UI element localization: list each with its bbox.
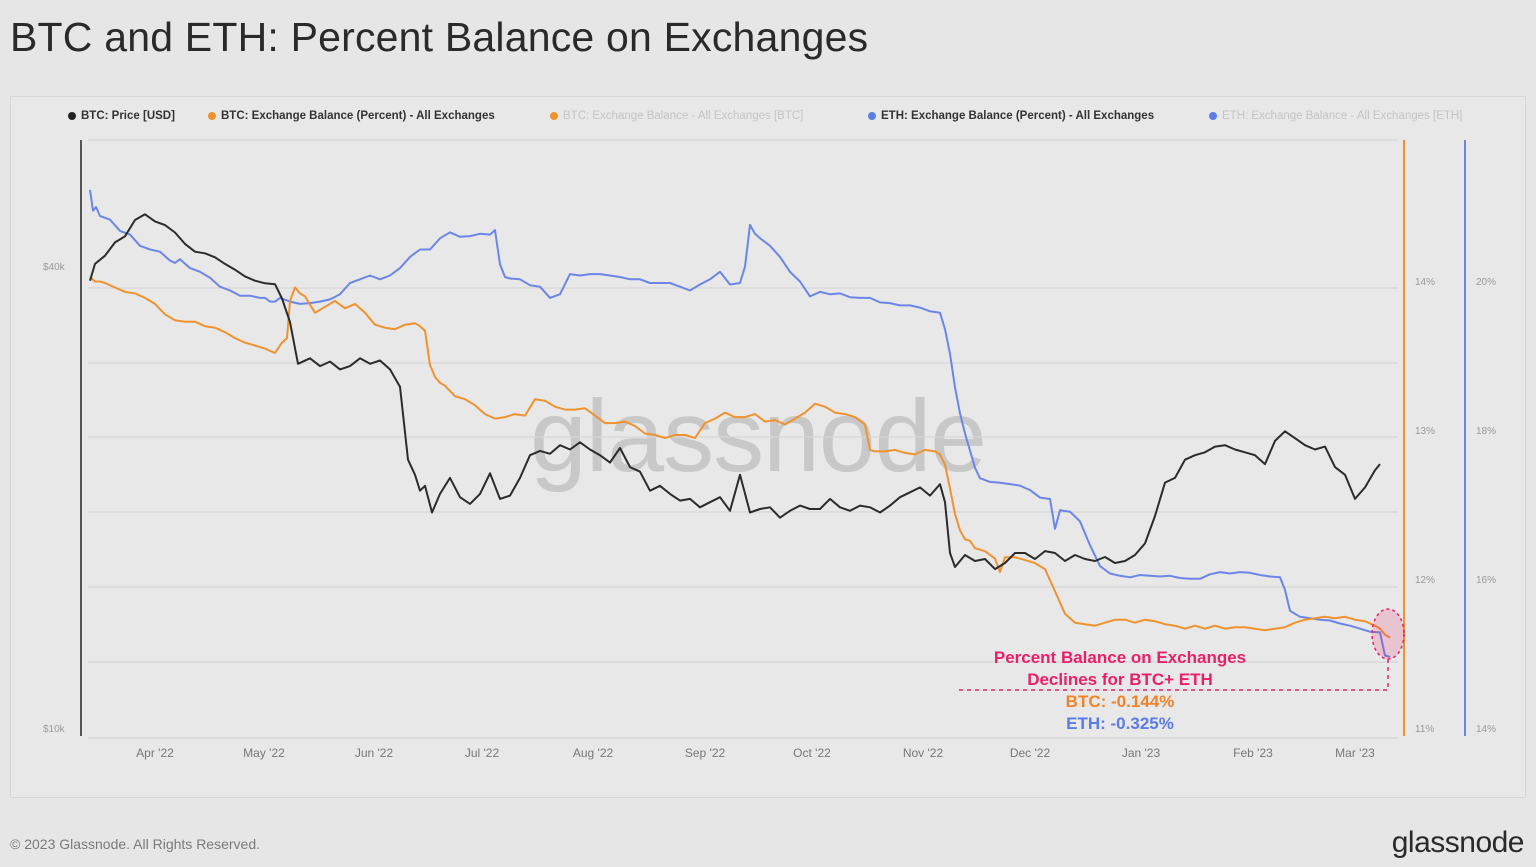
legend-label: BTC: Exchange Balance (Percent) - All Ex… — [221, 110, 495, 122]
legend-label: ETH: Exchange Balance - All Exchanges [E… — [1222, 110, 1463, 122]
legend-item-btc-balance-percent[interactable]: BTC: Exchange Balance (Percent) - All Ex… — [208, 110, 495, 122]
btc-balance-line — [89, 276, 1391, 639]
x-tick: Apr '22 — [136, 746, 174, 760]
y-btc-tick: 11% — [1415, 724, 1435, 735]
x-tick: Sep '22 — [684, 746, 726, 760]
glassnode-logo: glassnode — [1391, 826, 1525, 859]
eth-balance-line — [89, 189, 1391, 658]
annotation-leader-line — [958, 659, 1389, 691]
x-tick: Aug '22 — [572, 746, 614, 760]
legend-dot-icon — [208, 112, 216, 120]
x-tick: Oct '22 — [793, 746, 831, 760]
annotation-line1: Percent Balance on Exchanges — [993, 648, 1247, 667]
x-tick: Jun '22 — [354, 746, 394, 760]
x-tick: Jul '22 — [464, 746, 500, 760]
legend-item-eth-balance-percent[interactable]: ETH: Exchange Balance (Percent) - All Ex… — [868, 110, 1154, 122]
x-tick: Mar '23 — [1335, 746, 1375, 760]
legend-label: BTC: Exchange Balance - All Exchanges [B… — [563, 110, 804, 122]
watermark: glassnode — [530, 379, 987, 493]
legend-item-btc-balance-btc[interactable]: BTC: Exchange Balance - All Exchanges [B… — [550, 110, 803, 122]
copyright-footer: © 2023 Glassnode. All Rights Reserved. — [10, 836, 261, 852]
y-eth-tick: 20% — [1476, 277, 1497, 288]
y-eth-tick: 14% — [1476, 724, 1497, 735]
legend-dot-icon — [68, 112, 76, 120]
y-eth-tick: 16% — [1476, 575, 1497, 586]
chart-legend: BTC: Price [USD] BTC: Exchange Balance (… — [0, 110, 1536, 126]
btc-price-line — [89, 213, 1381, 571]
x-tick: Nov '22 — [902, 746, 944, 760]
y-left-tick: $40k — [43, 262, 65, 273]
x-tick: Feb '23 — [1233, 746, 1273, 760]
legend-dot-icon — [868, 112, 876, 120]
legend-label: ETH: Exchange Balance (Percent) - All Ex… — [881, 110, 1155, 122]
y-btc-tick: 12% — [1415, 575, 1436, 586]
annotation-title: Percent Balance on Exchanges Declines fo… — [960, 647, 1280, 691]
annotation-line2: Declines for BTC+ ETH — [1027, 670, 1213, 689]
y-eth-tick: 18% — [1476, 426, 1497, 437]
legend-item-eth-balance-eth[interactable]: ETH: Exchange Balance - All Exchanges [E… — [1209, 110, 1462, 122]
x-tick: Dec '22 — [1009, 746, 1051, 760]
legend-label: BTC: Price [USD] — [81, 110, 175, 122]
y-btc-tick: 13% — [1415, 426, 1436, 437]
x-tick: May '22 — [243, 746, 285, 760]
legend-dot-icon — [550, 112, 558, 120]
legend-dot-icon — [1209, 112, 1217, 120]
annotation-eth-change: ETH: -0.325% — [1066, 714, 1174, 733]
annotation-btc-change: BTC: -0.144% — [1065, 692, 1175, 711]
page-title: BTC and ETH: Percent Balance on Exchange… — [10, 14, 869, 60]
x-tick: Jan '23 — [1121, 746, 1161, 760]
y-left-tick: $10k — [43, 724, 65, 735]
legend-item-btc-price[interactable]: BTC: Price [USD] — [68, 110, 175, 122]
highlight-ellipse — [1371, 608, 1405, 660]
y-btc-tick: 14% — [1415, 277, 1436, 288]
gridlines — [88, 139, 1398, 739]
